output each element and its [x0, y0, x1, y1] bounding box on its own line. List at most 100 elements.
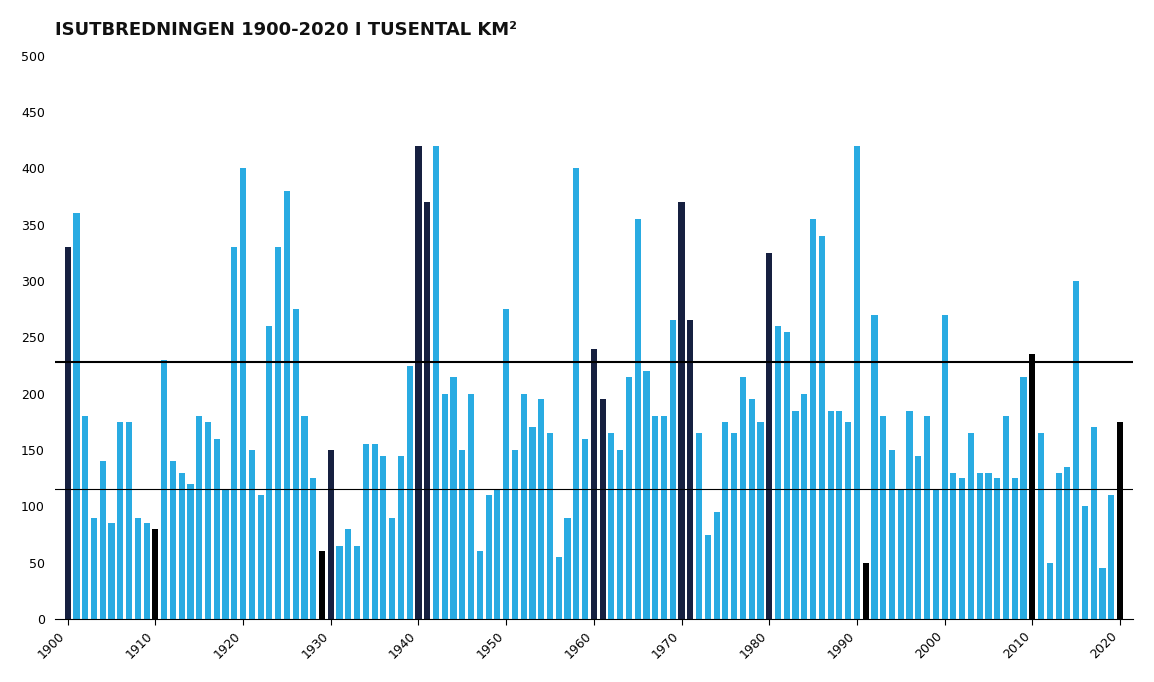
Bar	[766, 253, 772, 619]
Bar	[459, 450, 465, 619]
Bar	[354, 546, 360, 619]
Bar	[381, 456, 387, 619]
Bar	[538, 400, 545, 619]
Bar	[74, 213, 80, 619]
Bar	[915, 456, 921, 619]
Bar	[213, 439, 220, 619]
Bar	[1020, 376, 1027, 619]
Bar	[564, 518, 570, 619]
Bar	[1073, 281, 1079, 619]
Bar	[1064, 467, 1071, 619]
Bar	[362, 445, 369, 619]
Bar	[372, 445, 377, 619]
Bar	[65, 247, 70, 619]
Bar	[469, 394, 474, 619]
Bar	[582, 439, 589, 619]
Bar	[705, 535, 711, 619]
Bar	[328, 450, 334, 619]
Bar	[1108, 495, 1115, 619]
Bar	[293, 309, 299, 619]
Bar	[345, 529, 351, 619]
Bar	[82, 416, 89, 619]
Bar	[99, 461, 106, 619]
Bar	[398, 456, 404, 619]
Bar	[530, 428, 535, 619]
Bar	[625, 376, 632, 619]
Bar	[240, 168, 246, 619]
Bar	[1012, 478, 1018, 619]
Bar	[196, 416, 202, 619]
Bar	[503, 309, 509, 619]
Bar	[976, 473, 983, 619]
Bar	[486, 495, 492, 619]
Bar	[433, 146, 439, 619]
Bar	[1056, 473, 1062, 619]
Bar	[889, 450, 896, 619]
Bar	[600, 400, 606, 619]
Bar	[881, 416, 886, 619]
Bar	[249, 450, 255, 619]
Bar	[907, 411, 913, 619]
Text: ISUTBREDNINGEN 1900-2020 I TUSENTAL KM²: ISUTBREDNINGEN 1900-2020 I TUSENTAL KM²	[54, 21, 517, 39]
Bar	[1117, 422, 1123, 619]
Bar	[688, 321, 694, 619]
Bar	[932, 490, 939, 619]
Bar	[389, 518, 395, 619]
Bar	[450, 376, 457, 619]
Bar	[995, 478, 1001, 619]
Bar	[951, 473, 957, 619]
Bar	[512, 450, 518, 619]
Bar	[442, 394, 448, 619]
Bar	[959, 478, 965, 619]
Bar	[143, 523, 150, 619]
Bar	[863, 563, 869, 619]
Bar	[162, 360, 167, 619]
Bar	[301, 416, 308, 619]
Bar	[722, 422, 728, 619]
Bar	[231, 247, 238, 619]
Bar	[135, 518, 141, 619]
Bar	[1047, 563, 1052, 619]
Bar	[520, 394, 526, 619]
Bar	[556, 557, 562, 619]
Bar	[661, 416, 667, 619]
Bar	[310, 478, 316, 619]
Bar	[1091, 428, 1096, 619]
Bar	[669, 321, 676, 619]
Bar	[898, 490, 904, 619]
Bar	[494, 490, 501, 619]
Bar	[679, 202, 684, 619]
Bar	[775, 326, 781, 619]
Bar	[784, 331, 789, 619]
Bar	[591, 349, 597, 619]
Bar	[574, 168, 579, 619]
Bar	[617, 450, 623, 619]
Bar	[942, 315, 947, 619]
Bar	[827, 411, 833, 619]
Bar	[425, 202, 430, 619]
Bar	[924, 416, 930, 619]
Bar	[223, 490, 228, 619]
Bar	[187, 484, 194, 619]
Bar	[91, 518, 97, 619]
Bar	[319, 552, 325, 619]
Bar	[801, 394, 808, 619]
Bar	[819, 236, 825, 619]
Bar	[837, 411, 842, 619]
Bar	[170, 461, 177, 619]
Bar	[1029, 354, 1035, 619]
Bar	[854, 146, 860, 619]
Bar	[152, 529, 158, 619]
Bar	[1037, 433, 1044, 619]
Bar	[635, 219, 640, 619]
Bar	[118, 422, 123, 619]
Bar	[415, 146, 421, 619]
Bar	[108, 523, 114, 619]
Bar	[179, 473, 185, 619]
Bar	[986, 473, 991, 619]
Bar	[793, 411, 799, 619]
Bar	[257, 495, 264, 619]
Bar	[871, 315, 877, 619]
Bar	[406, 366, 413, 619]
Bar	[477, 552, 482, 619]
